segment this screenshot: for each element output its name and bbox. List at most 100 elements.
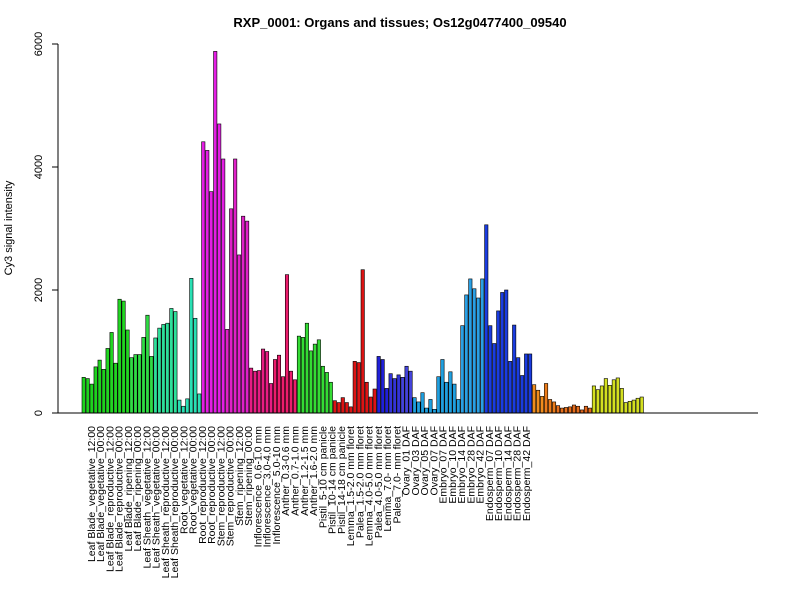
bar <box>556 405 561 414</box>
bar <box>615 377 620 414</box>
bar <box>165 322 170 414</box>
bar <box>444 381 449 414</box>
bar <box>448 371 453 414</box>
bar <box>603 378 608 414</box>
bar <box>587 407 592 414</box>
bar <box>332 400 337 414</box>
bar <box>591 385 596 414</box>
x-tick-label: Stem_ripening_12:00 <box>234 426 246 526</box>
x-tick-label: Root_reproductive_00:00 <box>206 426 218 544</box>
bar <box>408 370 413 414</box>
x-tick-label: Leaf Blade_ripening_00:00 <box>132 426 144 552</box>
x-tick-label: Lemma_1.5-2.0 mm floret <box>345 426 357 546</box>
x-tick-label: Leaf Blade_vegetative_12:00 <box>86 426 98 562</box>
bar <box>452 383 457 414</box>
bar <box>229 208 234 414</box>
x-tick-label: Leaf Blade_vegetative_00:00 <box>95 426 107 562</box>
bar <box>552 401 557 414</box>
bar <box>109 332 114 414</box>
bar <box>145 314 150 414</box>
bar <box>113 362 118 414</box>
bar <box>288 370 293 414</box>
bar <box>125 329 130 414</box>
x-tick-label: Leaf Blade_reproductive_12:00 <box>104 426 116 572</box>
bar <box>564 407 568 414</box>
x-tick-label: Stem_ripening_00:00 <box>243 426 255 526</box>
y-tick-label: 0 <box>33 410 45 416</box>
bar <box>97 359 102 414</box>
bar <box>560 407 565 414</box>
x-tick-label: Anther_0.7-1.0 mm <box>290 426 302 516</box>
x-tick-label: Embryo_42 DAF <box>475 426 487 504</box>
x-tick-label: Leaf Sheath_reproductive_00:00 <box>169 426 181 579</box>
x-tick-label: Endosperm_10 DAF <box>493 426 505 521</box>
y-tick-label: 4000 <box>33 155 45 179</box>
bar <box>169 308 174 414</box>
bar <box>639 396 644 414</box>
bar <box>611 379 616 414</box>
bar <box>193 317 198 414</box>
x-tick-label: Palea_4.0-5.0 mm floret <box>373 426 385 538</box>
x-tick-label: Lemma_4.0-5.0 mm floret <box>364 426 376 546</box>
bar <box>508 361 513 414</box>
bar <box>348 406 353 414</box>
bar <box>619 388 624 414</box>
x-tick-label: Leaf Sheath_vegetative_00:00 <box>151 426 163 569</box>
x-tick-label: Embryo_07 DAF <box>438 426 450 504</box>
x-tick-label: Endosperm_42 DAF <box>521 426 533 521</box>
bar <box>468 278 473 414</box>
bar <box>420 392 425 414</box>
y-axis-label: Cy3 signal intensity <box>3 180 15 275</box>
x-tick-label: Leaf Sheath_vegetative_12:00 <box>141 426 153 569</box>
bar <box>181 405 186 414</box>
bar <box>400 377 405 414</box>
bar <box>575 405 580 414</box>
bar <box>296 335 301 414</box>
bar <box>528 353 533 414</box>
x-tick-label: Anther_1.2-1.5 mm <box>299 426 311 516</box>
x-tick-label: Pistil_14-18 cm panicle <box>336 426 348 534</box>
bar <box>571 404 576 414</box>
x-tick-label: Lemma_7.0- mm floret <box>382 426 394 532</box>
bar <box>548 399 553 414</box>
bar <box>376 356 381 414</box>
bar <box>89 383 94 414</box>
bar <box>257 370 262 414</box>
bar <box>284 274 289 414</box>
bar <box>245 220 250 414</box>
x-tick-label: Ovary_07 DAF <box>428 426 440 495</box>
bar <box>428 399 433 414</box>
x-tick-label: Anther_1.6-2.0 mm <box>308 426 320 516</box>
bar <box>392 378 397 414</box>
bar <box>93 366 98 414</box>
x-tick-label: Pistil_10-14 cm panicle <box>327 426 339 534</box>
chart-title: RXP_0001: Organs and tissues; Os12g04774… <box>233 15 566 30</box>
bar <box>416 401 421 414</box>
bar <box>380 359 385 414</box>
bar <box>536 389 541 414</box>
bar <box>241 215 246 414</box>
bar <box>440 359 445 414</box>
bar <box>436 376 441 414</box>
x-tick-label: Endosperm_28 DAF <box>512 426 524 521</box>
bar <box>328 381 333 414</box>
bar <box>524 353 529 414</box>
x-tick-label: Root_reproductive_12:00 <box>197 426 209 544</box>
bar <box>225 329 230 414</box>
bar <box>476 297 481 414</box>
bar <box>484 224 489 414</box>
bar <box>532 384 537 414</box>
bar <box>364 381 369 414</box>
bar <box>133 354 138 414</box>
bar <box>388 373 393 414</box>
bar <box>432 409 437 414</box>
bar <box>595 389 600 414</box>
x-tick-label: Stem_reproductive_00:00 <box>225 426 237 546</box>
x-tick-label: Anther_0.3-0.6 mm <box>280 426 292 516</box>
bar <box>249 367 254 414</box>
bar <box>253 370 258 414</box>
bar <box>404 365 409 414</box>
bar <box>101 369 106 414</box>
